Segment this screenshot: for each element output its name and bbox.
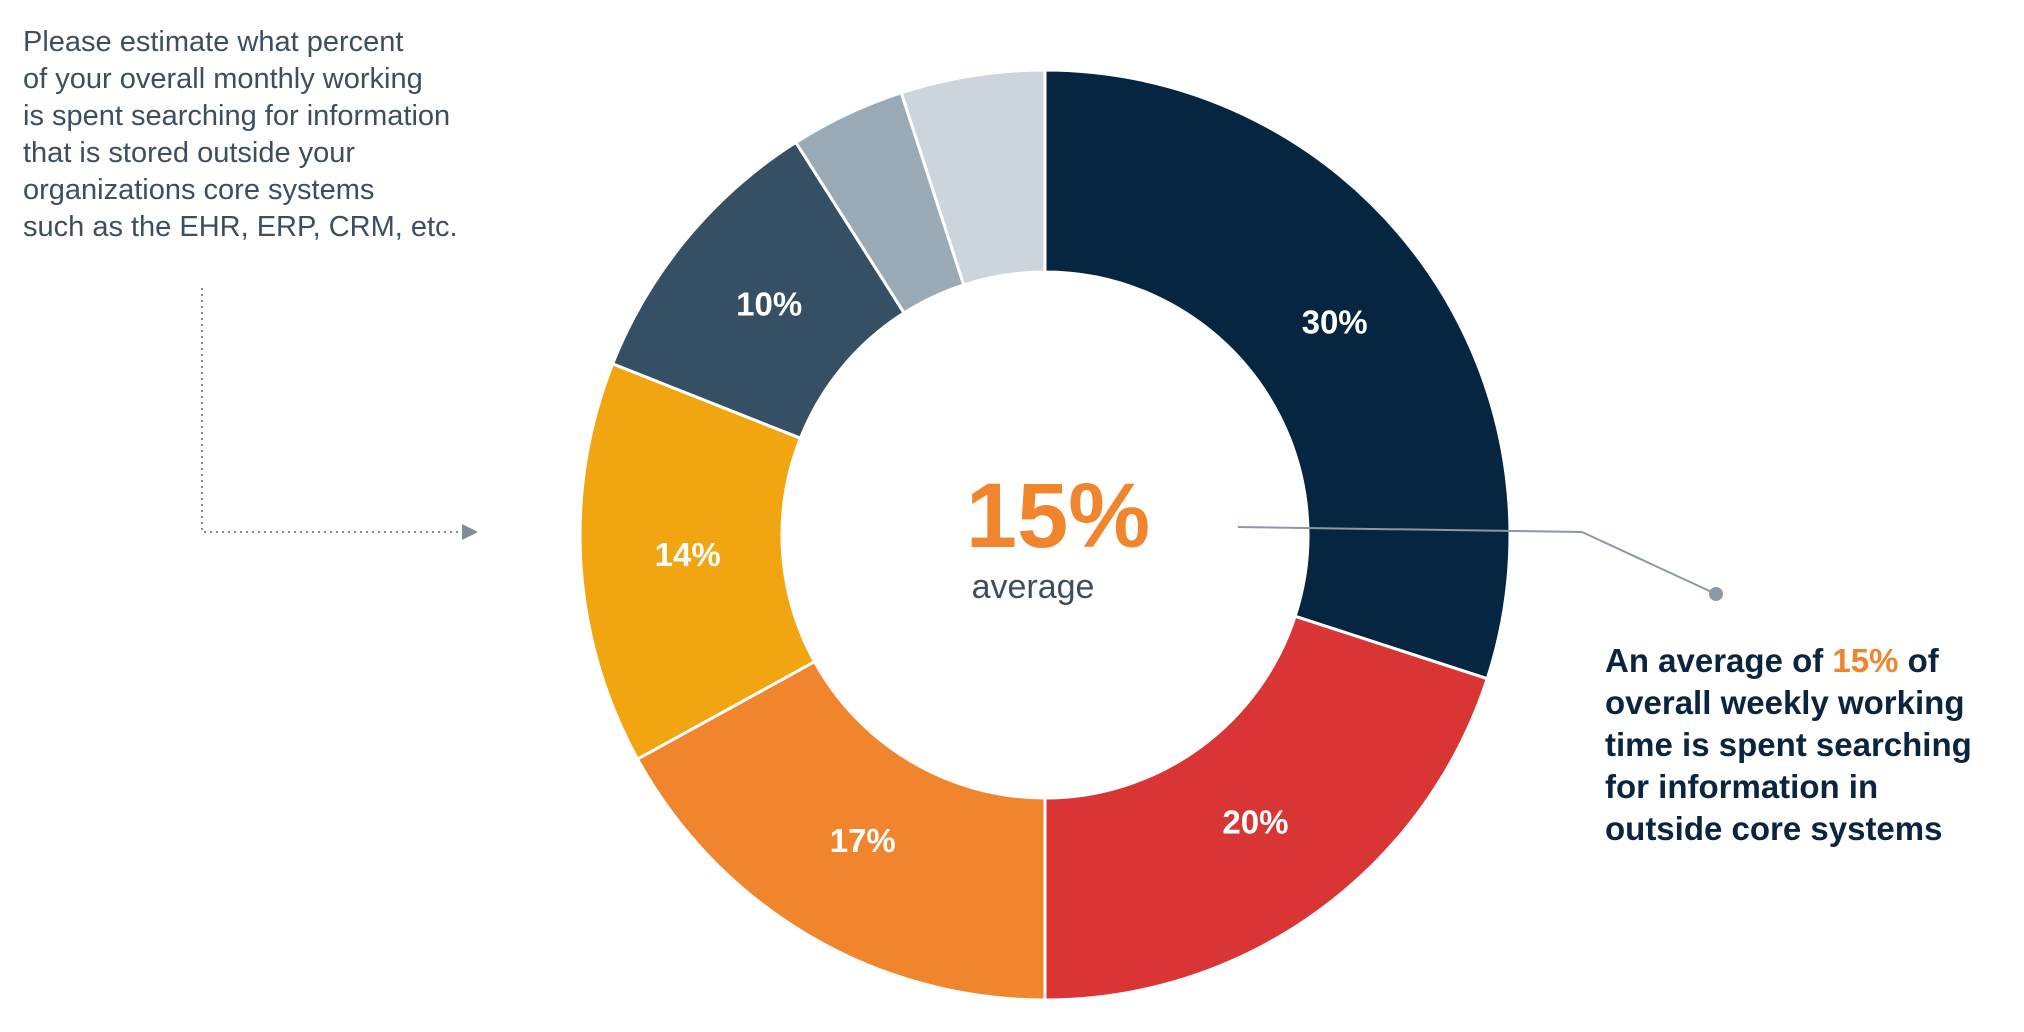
center-value: 15% <box>966 465 1150 567</box>
donut-slice-labels: 30% 20% 17% 14% 10% <box>655 286 1368 859</box>
donut-slice <box>1043 614 1490 1002</box>
donut-slices <box>578 68 1512 1002</box>
arrowhead-icon <box>462 524 478 540</box>
callout-line: outside core systems <box>1605 810 1942 847</box>
question-pointer <box>201 288 478 540</box>
callout-line-1: An average of 15% of <box>1605 642 1940 679</box>
donut-slice <box>899 68 1047 287</box>
center-summary: 15% average <box>966 465 1150 606</box>
callout-line-1-after: of <box>1898 642 1939 679</box>
slice-label: 17% <box>830 822 896 859</box>
callout-connector-line <box>1237 526 1717 595</box>
callout-line: overall weekly working <box>1605 684 1965 721</box>
center-caption: average <box>972 568 1095 606</box>
slice-label: 10% <box>736 286 802 323</box>
question-line: is spent searching for information <box>23 100 450 132</box>
question-line: Please estimate what percent <box>23 26 403 58</box>
callout-highlight: 15% <box>1832 642 1898 679</box>
slice-label: 30% <box>1302 303 1368 340</box>
callout: An average of 15% of overall weekly work… <box>1605 642 1972 847</box>
question-line: that is stored outside your <box>23 137 355 169</box>
slice-label: 20% <box>1222 803 1288 840</box>
survey-question: Please estimate what percent of your ove… <box>23 26 458 243</box>
connector-dot-icon <box>1709 587 1723 601</box>
callout-connector <box>1237 526 1723 601</box>
question-line: such as the EHR, ERP, CRM, etc. <box>23 211 458 243</box>
question-line: organizations core systems <box>23 174 374 206</box>
callout-line: for information in <box>1605 768 1878 805</box>
callout-line: time is spent searching <box>1605 726 1972 763</box>
donut-slice <box>578 361 817 762</box>
donut-slice <box>635 659 1047 1002</box>
question-pointer-line <box>201 288 462 533</box>
donut-slice <box>1043 68 1512 681</box>
callout-line-1-before: An average of <box>1605 642 1832 679</box>
question-line: of your overall monthly working <box>23 63 423 95</box>
donut-chart: 30% 20% 17% 14% 10% <box>578 68 1512 1002</box>
slice-label: 14% <box>655 536 721 573</box>
